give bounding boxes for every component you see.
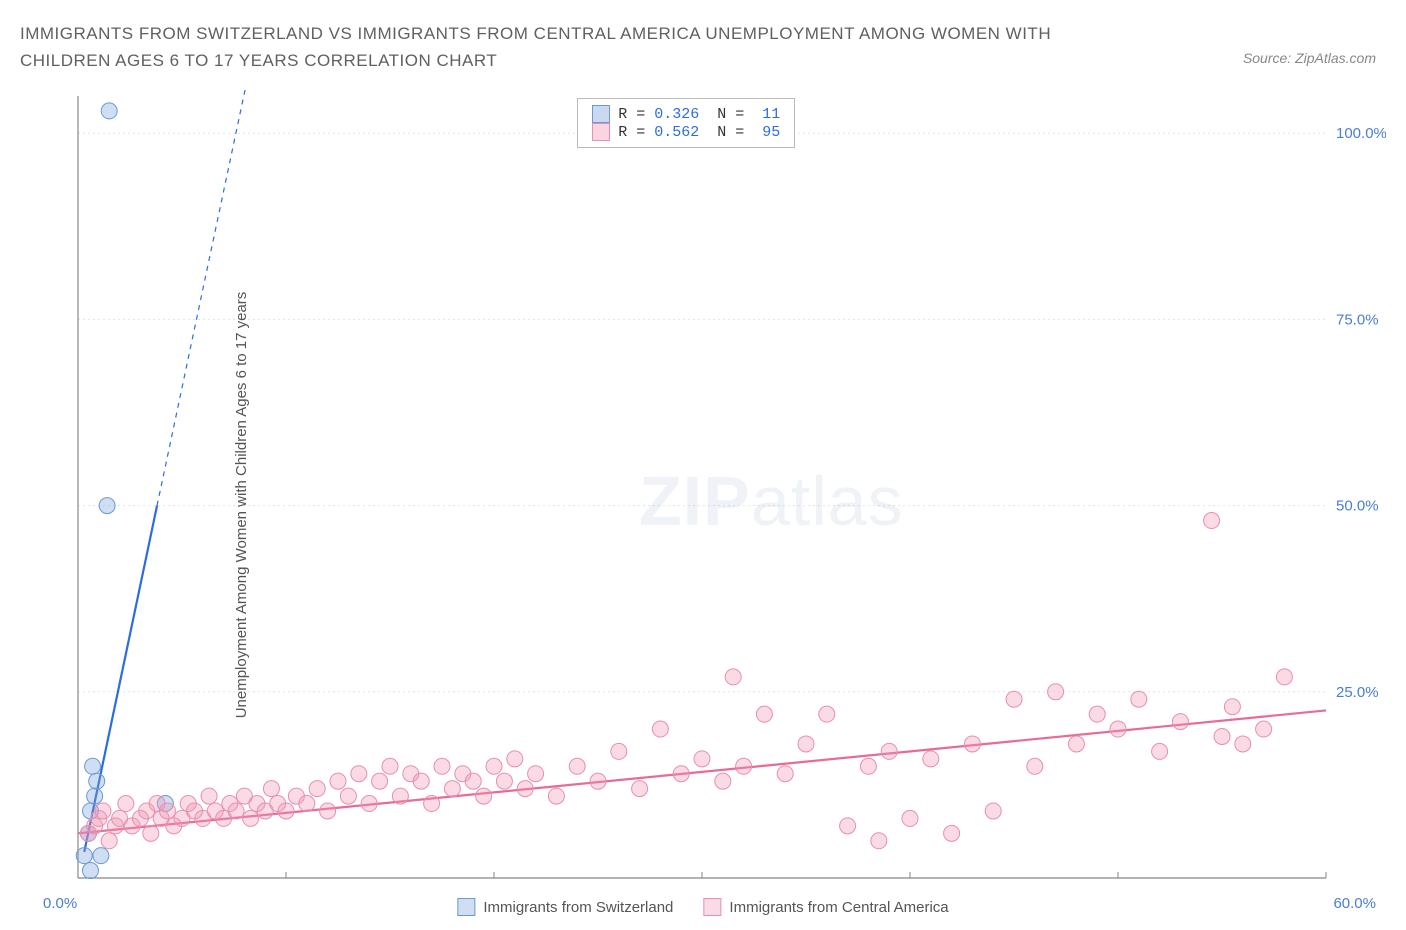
legend-stats-row: R = 0.562 N = 95 bbox=[592, 123, 780, 141]
chart-container: IMMIGRANTS FROM SWITZERLAND VS IMMIGRANT… bbox=[0, 0, 1406, 930]
legend-label-central-america: Immigrants from Central America bbox=[729, 899, 948, 916]
svg-text:75.0%: 75.0% bbox=[1336, 311, 1379, 328]
chart-title: IMMIGRANTS FROM SWITZERLAND VS IMMIGRANT… bbox=[20, 20, 1120, 74]
legend-stats-swatch bbox=[592, 105, 610, 123]
svg-text:50.0%: 50.0% bbox=[1336, 498, 1379, 515]
legend-label-switzerland: Immigrants from Switzerland bbox=[483, 899, 673, 916]
legend-stats-row: R = 0.326 N = 11 bbox=[592, 105, 780, 123]
legend-swatch-central-america bbox=[703, 898, 721, 916]
legend-item-switzerland: Immigrants from Switzerland bbox=[457, 898, 673, 916]
scatter-plot: 25.0% 50.0% 75.0% 100.0% 0.0% 60.0% bbox=[20, 90, 1386, 920]
source-label: Source: ZipAtlas.com bbox=[1243, 20, 1376, 66]
svg-text:25.0%: 25.0% bbox=[1336, 684, 1379, 701]
svg-text:60.0%: 60.0% bbox=[1333, 895, 1376, 912]
title-row: IMMIGRANTS FROM SWITZERLAND VS IMMIGRANT… bbox=[0, 0, 1406, 74]
legend-swatch-switzerland bbox=[457, 898, 475, 916]
chart-area: Unemployment Among Women with Children A… bbox=[20, 90, 1386, 920]
y-axis-label: Unemployment Among Women with Children A… bbox=[233, 292, 250, 719]
legend-stats-box: R = 0.326 N = 11R = 0.562 N = 95 bbox=[577, 98, 795, 148]
legend-item-central-america: Immigrants from Central America bbox=[703, 898, 948, 916]
legend-stats-swatch bbox=[592, 123, 610, 141]
legend-bottom: Immigrants from Switzerland Immigrants f… bbox=[457, 898, 948, 916]
svg-text:0.0%: 0.0% bbox=[43, 895, 77, 912]
svg-text:100.0%: 100.0% bbox=[1336, 125, 1386, 142]
